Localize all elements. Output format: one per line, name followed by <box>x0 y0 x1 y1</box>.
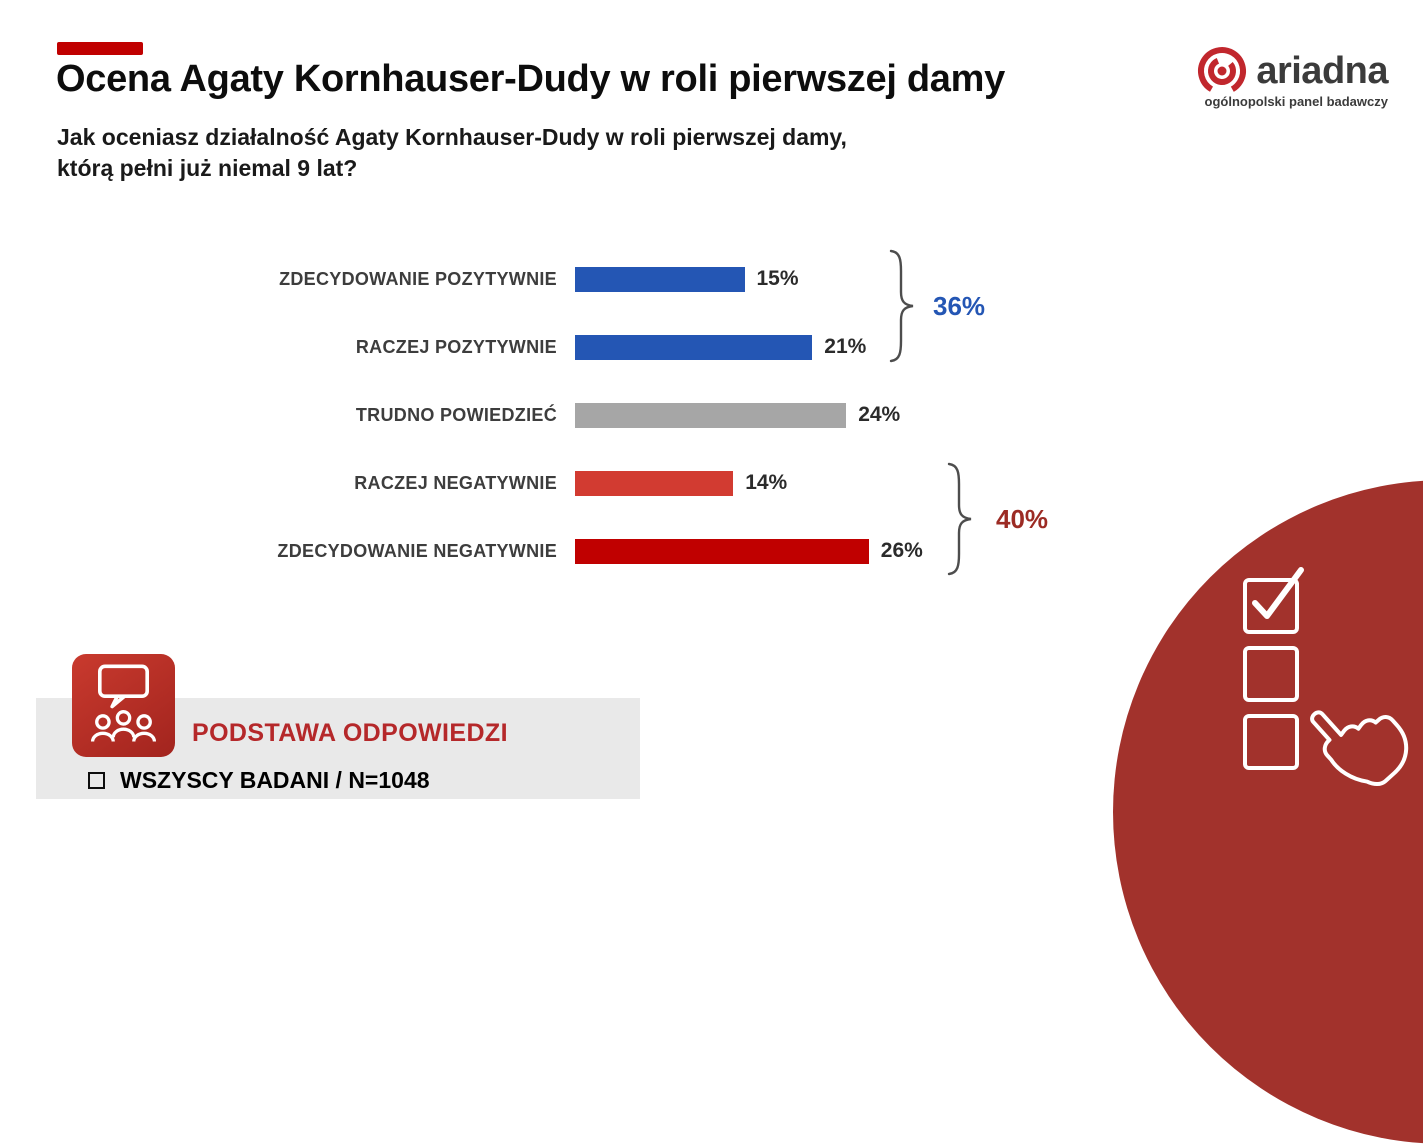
bar-row: ZDECYDOWANIE NEGATYWNIE 26% <box>0 517 1100 585</box>
negative-group-total: 40% <box>996 504 1049 534</box>
footer-icon-tile <box>72 654 175 757</box>
checkbox-outline-icon <box>88 772 105 789</box>
bar-track: 21% <box>575 334 914 360</box>
bar-track: 26% <box>575 538 923 564</box>
survey-question-line1: Jak oceniasz działalność Agaty Kornhause… <box>57 124 847 150</box>
category-label: RACZEJ NEGATYWNIE <box>354 472 557 493</box>
bar-row: RACZEJ NEGATYWNIE 14% <box>0 449 1100 517</box>
spiral-target-icon <box>1198 47 1247 95</box>
bar <box>575 470 734 496</box>
logo-name: ariadna <box>1256 49 1388 92</box>
audience-speech-bubble-icon <box>90 664 157 742</box>
checklist-with-pointing-hand-icon <box>1243 567 1409 787</box>
bar <box>575 402 847 428</box>
bar-row: RACZEJ POZYTYWNIE 21% <box>0 313 1100 381</box>
bar <box>575 538 869 564</box>
value-label: 15% <box>756 267 799 290</box>
value-label: 24% <box>858 403 901 426</box>
sample-base-item: WSZYSCY BADANI / N=1048 <box>88 767 430 794</box>
survey-question-line2: którą pełni już niemal 9 lat? <box>57 154 358 181</box>
survey-question: Jak oceniasz działalność Agaty Kornhause… <box>57 122 847 184</box>
negative-group-brace <box>947 462 972 576</box>
bar-chart: ZDECYDOWANIE POZYTYWNIE 15% RACZEJ POZYT… <box>0 245 1100 585</box>
category-label: ZDECYDOWANIE POZYTYWNIE <box>279 268 557 289</box>
category-label: RACZEJ POZYTYWNIE <box>355 336 557 357</box>
value-label: 14% <box>745 471 788 494</box>
bar-track: 14% <box>575 470 914 496</box>
footer-heading: PODSTAWA ODPOWIEDZI <box>192 719 508 747</box>
ariadna-logo: ariadna ogólnopolski panel badawczy <box>1160 44 1388 109</box>
category-label: ZDECYDOWANIE NEGATYWNIE <box>277 540 557 561</box>
page-title: Ocena Agaty Kornhauser-Dudy w roli pierw… <box>56 58 1005 100</box>
positive-group-total: 36% <box>933 291 986 321</box>
logo-tagline: ogólnopolski panel badawczy <box>1204 94 1388 109</box>
positive-group-brace <box>889 249 914 363</box>
bar-row: TRUDNO POWIEDZIEĆ 24% <box>0 381 1100 449</box>
bar <box>575 334 813 360</box>
bar-track: 15% <box>575 266 914 292</box>
logo-row: ariadna <box>1195 44 1388 98</box>
bar-track: 24% <box>575 402 914 428</box>
title-accent-bar <box>57 42 143 55</box>
category-label: TRUDNO POWIEDZIEĆ <box>355 404 557 425</box>
bar-row: ZDECYDOWANIE POZYTYWNIE 15% <box>0 245 1100 313</box>
bar <box>575 266 745 292</box>
sample-base-label: WSZYSCY BADANI / N=1048 <box>120 767 430 793</box>
value-label: 21% <box>824 335 867 358</box>
value-label: 26% <box>880 539 923 562</box>
